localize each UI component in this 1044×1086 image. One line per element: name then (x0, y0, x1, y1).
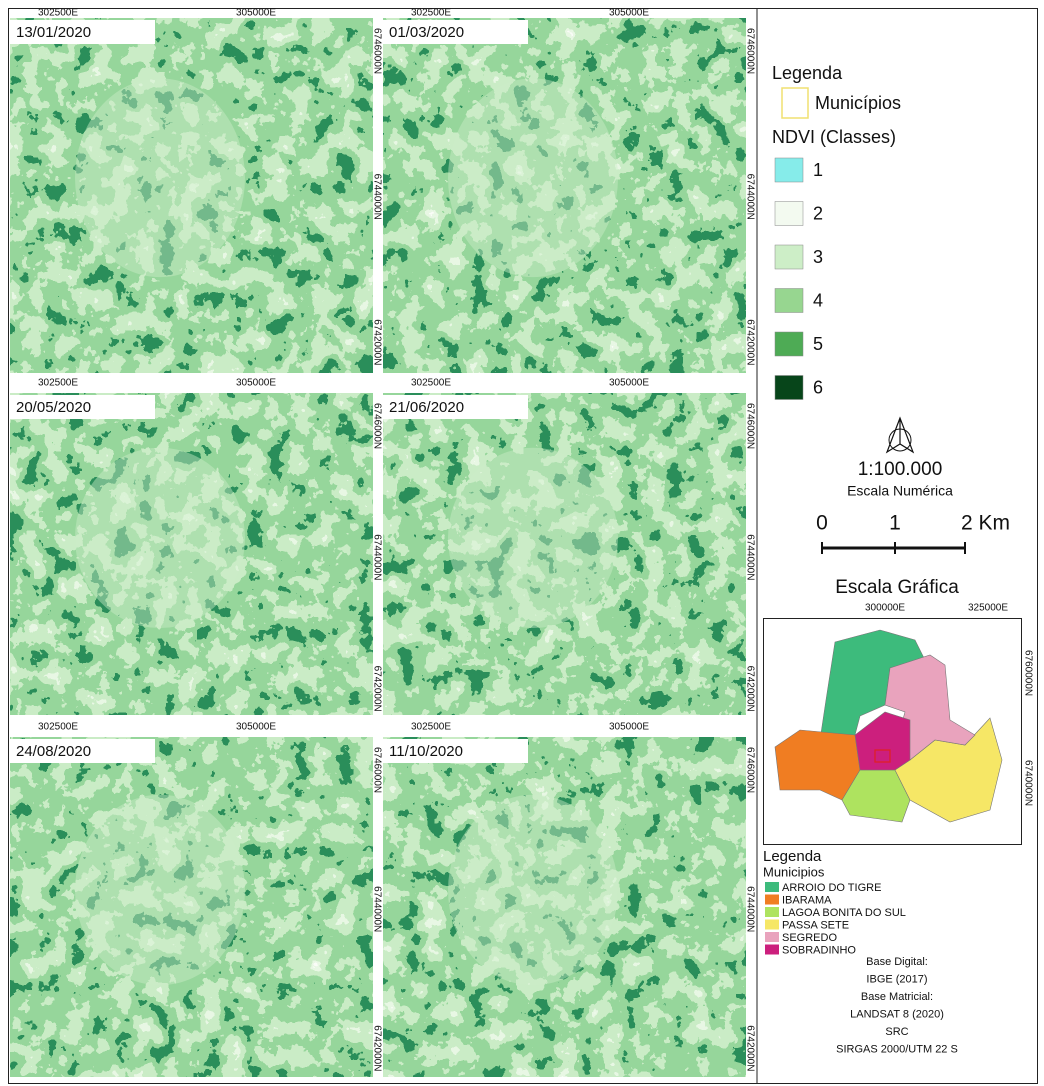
ndvi-panel: 21/06/2020 302500E 305000E 6746000N 6744000N… (383, 378, 755, 715)
class-swatch (775, 158, 803, 182)
credit-line: Base Matricial: (861, 991, 933, 1003)
y-coordinate: 6744000N (371, 174, 382, 220)
y-coordinate: 6744000N (744, 174, 755, 220)
class-swatch (775, 376, 803, 400)
scale-caption: Escala Gráfica (835, 577, 959, 598)
y-coordinate: 6744000N (371, 886, 382, 932)
panel-date: 11/10/2020 (389, 743, 463, 760)
municipio-swatch (782, 88, 808, 118)
credit-line: IBGE (2017) (866, 973, 927, 985)
urban-area (448, 795, 618, 985)
x-coordinate: 302500E (38, 8, 78, 19)
urban-area (75, 795, 245, 985)
municipio-label: Municípios (815, 93, 901, 113)
y-coordinate: 6746000N (744, 403, 755, 449)
y-coordinate: 6746000N (371, 403, 382, 449)
inset-x-coordinate: 300000E (865, 603, 905, 614)
y-coordinate: 6742000N (371, 1025, 382, 1071)
x-coordinate: 302500E (38, 378, 78, 389)
inset-y-coordinate: 6740000N (1022, 760, 1033, 806)
x-coordinate: 302500E (38, 722, 78, 733)
x-coordinate: 302500E (411, 8, 451, 19)
y-coordinate: 6746000N (744, 28, 755, 74)
panel-date: 24/08/2020 (16, 743, 91, 760)
ndvi-panel: 24/08/2020 302500E 305000E 6746000N 6744000N… (10, 722, 382, 1077)
y-coordinate: 6742000N (371, 319, 382, 365)
scale-ratio: 1:100.000 (858, 459, 943, 480)
credit-line: LANDSAT 8 (2020) (850, 1008, 944, 1020)
ndvi-panel: 11/10/2020 302500E 305000E 6746000N 6744000N… (383, 722, 755, 1077)
x-coordinate: 305000E (609, 722, 649, 733)
y-coordinate: 6742000N (744, 1025, 755, 1071)
inset-y-coordinate: 6760000N (1022, 650, 1033, 696)
municipality-area (775, 730, 860, 800)
municipality-name: IBARAMA (782, 894, 832, 906)
class-swatch (775, 332, 803, 356)
x-coordinate: 305000E (236, 8, 276, 19)
municipality-name: LAGOA BONITA DO SUL (782, 907, 906, 919)
class-swatch (775, 245, 803, 269)
map-figure: 13/01/2020 302500E 305000E 6746000N 6744000N… (0, 0, 1044, 1086)
municipality-swatch (765, 907, 779, 917)
scale-bar-label: 1 (889, 512, 901, 535)
class-label: 3 (813, 247, 823, 267)
inset-legend-title: Legenda (763, 848, 822, 865)
urban-area (75, 448, 245, 628)
class-label: 5 (813, 334, 823, 354)
panel-date: 01/03/2020 (389, 24, 464, 41)
y-coordinate: 6746000N (371, 747, 382, 793)
x-coordinate: 305000E (609, 378, 649, 389)
urban-area (75, 78, 245, 277)
y-coordinate: 6744000N (744, 534, 755, 580)
municipality-swatch (765, 895, 779, 905)
municipality-name: SEGREDO (782, 932, 837, 944)
panel-date: 13/01/2020 (16, 24, 91, 41)
inset-legend-subtitle: Municipios (763, 864, 825, 879)
x-coordinate: 302500E (411, 378, 451, 389)
x-coordinate: 305000E (236, 378, 276, 389)
municipality-name: SOBRADINHO (782, 944, 856, 956)
municipality-name: PASSA SETE (782, 919, 849, 931)
municipality-name: ARROIO DO TIGRE (782, 882, 881, 894)
scale-bar-label: 2 Km (961, 512, 1010, 535)
y-coordinate: 6744000N (744, 886, 755, 932)
panel-date: 20/05/2020 (16, 399, 91, 416)
scale-ratio-caption: Escala Numérica (847, 483, 953, 499)
municipality-swatch (765, 920, 779, 930)
class-label: 6 (813, 377, 823, 397)
credit-line: Base Digital: (866, 956, 928, 968)
y-coordinate: 6746000N (371, 28, 382, 74)
ndvi-panel: 01/03/2020 302500E 305000E 6746000N 6744000N… (383, 8, 755, 373)
ndvi-panel: 20/05/2020 302500E 305000E 6746000N 6744000N… (10, 378, 382, 715)
ndvi-panel: 13/01/2020 302500E 305000E 6746000N 6744000N… (10, 8, 382, 373)
x-coordinate: 305000E (609, 8, 649, 19)
municipality-swatch (765, 882, 779, 892)
credit-line: SRC (885, 1026, 908, 1038)
class-label: 4 (813, 290, 823, 310)
class-swatch (775, 289, 803, 313)
urban-area (448, 448, 618, 628)
urban-area (448, 78, 618, 277)
x-coordinate: 302500E (411, 722, 451, 733)
y-coordinate: 6742000N (744, 319, 755, 365)
credit-line: SIRGAS 2000/UTM 22 S (836, 1043, 958, 1055)
legend-title: Legenda (772, 63, 843, 83)
municipality-swatch (765, 932, 779, 942)
y-coordinate: 6742000N (371, 666, 382, 712)
municipality-swatch (765, 945, 779, 955)
y-coordinate: 6742000N (744, 666, 755, 712)
class-label: 1 (813, 160, 823, 180)
class-swatch (775, 202, 803, 226)
class-label: 2 (813, 203, 823, 223)
y-coordinate: 6746000N (744, 747, 755, 793)
panel-date: 21/06/2020 (389, 399, 464, 416)
y-coordinate: 6744000N (371, 534, 382, 580)
scale-bar-label: 0 (816, 512, 828, 535)
x-coordinate: 305000E (236, 722, 276, 733)
ndvi-title: NDVI (Classes) (772, 127, 896, 147)
inset-x-coordinate: 325000E (968, 603, 1008, 614)
